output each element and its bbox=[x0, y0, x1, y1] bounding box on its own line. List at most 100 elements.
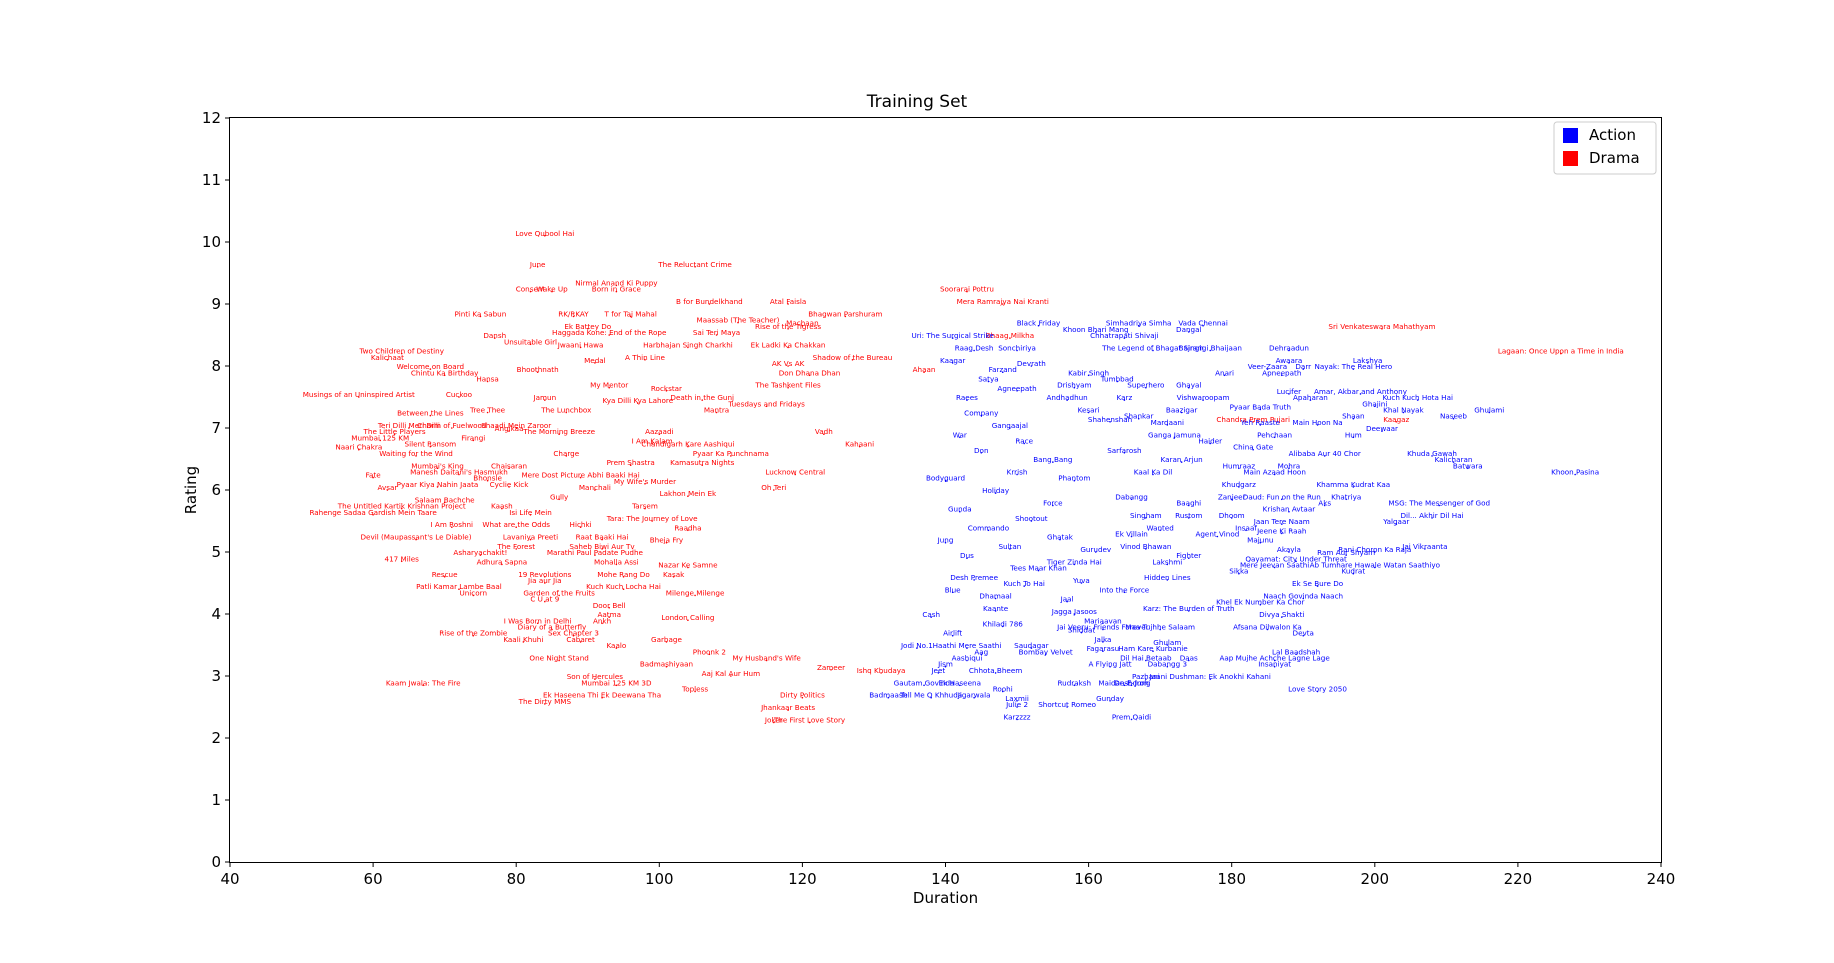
data-point-marker bbox=[1137, 417, 1140, 420]
data-point-label-drama: Machaan bbox=[786, 319, 818, 328]
data-point-label-action: Mardaani bbox=[1151, 418, 1184, 427]
data-point-label-action: Devrath bbox=[1017, 359, 1046, 368]
data-point-label-action: Lucifer bbox=[1277, 387, 1301, 396]
data-point-label-drama: London Calling bbox=[661, 613, 714, 622]
data-point-marker bbox=[808, 374, 811, 377]
data-point-marker bbox=[529, 514, 532, 516]
data-point-marker bbox=[1094, 331, 1097, 333]
data-point-marker bbox=[1309, 399, 1312, 401]
data-point-marker bbox=[1273, 665, 1276, 668]
data-point-marker bbox=[529, 343, 532, 346]
data-point-marker bbox=[1395, 523, 1398, 525]
data-point-marker bbox=[966, 647, 968, 649]
data-point-label-drama: Kaash bbox=[491, 502, 513, 511]
data-point-marker bbox=[794, 473, 797, 476]
data-point-label-drama: Zameer bbox=[817, 663, 845, 672]
data-point-marker bbox=[594, 678, 596, 680]
data-point-label-action: Gunda bbox=[948, 505, 972, 514]
data-point-label-drama: Pinti Ka Sabun bbox=[455, 309, 507, 318]
data-point-marker bbox=[529, 290, 532, 293]
data-point-marker bbox=[930, 696, 932, 699]
data-point-label-action: Khal Nayak bbox=[1383, 406, 1424, 415]
data-point-marker bbox=[644, 507, 646, 510]
data-point-marker bbox=[1030, 520, 1033, 522]
data-point-marker bbox=[601, 696, 603, 699]
data-point-label-action: Khoon Bhari Mang bbox=[1063, 325, 1129, 334]
data-point-marker bbox=[1102, 622, 1104, 625]
data-point-label-action: Main Hoon Na bbox=[1292, 418, 1342, 427]
data-point-label-drama: Fate bbox=[366, 471, 382, 480]
data-point-label-action: Mohra bbox=[1278, 461, 1301, 470]
data-point-marker bbox=[472, 439, 475, 442]
data-point-marker bbox=[1374, 551, 1376, 553]
data-point-label-action: Farzand bbox=[989, 365, 1017, 374]
data-point-marker bbox=[1488, 411, 1491, 414]
data-point-label-drama: Marathi Paul Padate Pudhe bbox=[547, 548, 644, 557]
data-point-marker bbox=[1431, 517, 1433, 519]
data-point-label-action: Anari bbox=[1215, 368, 1234, 377]
data-point-marker bbox=[1280, 374, 1283, 377]
data-point-marker bbox=[372, 514, 374, 516]
data-point-label-action: Khiladi 786 bbox=[983, 619, 1024, 628]
data-point-marker bbox=[486, 479, 489, 482]
data-point-label-action: Hidden Lines bbox=[1144, 573, 1191, 582]
x-tick-label: 120 bbox=[788, 870, 817, 888]
data-point-marker bbox=[1137, 324, 1140, 327]
data-point-label-drama: My Husband's Wife bbox=[732, 654, 801, 663]
data-point-marker bbox=[715, 411, 718, 414]
data-point-label-drama: Mohalla Assi bbox=[594, 557, 639, 566]
data-point-marker bbox=[536, 622, 539, 625]
data-point-marker bbox=[787, 328, 789, 330]
data-point-label-drama: Don Dhana Dhan bbox=[779, 368, 841, 377]
data-point-marker bbox=[558, 498, 560, 501]
data-point-label-drama: Hansa bbox=[476, 375, 499, 384]
data-point-label-action: Aashiqui bbox=[952, 654, 983, 663]
data-point-marker bbox=[1016, 706, 1018, 708]
data-point-label-drama: Bhagwan Parshuram bbox=[808, 309, 882, 318]
data-points: Love Qubool Hai June The Reluctant Crime Ni… bbox=[303, 229, 1624, 725]
data-point-label-action: Drishyam bbox=[1057, 381, 1091, 390]
data-point-marker bbox=[651, 520, 653, 522]
data-point-label-action: Raees bbox=[956, 393, 978, 402]
data-point-marker bbox=[665, 665, 668, 668]
data-point-marker bbox=[544, 582, 546, 584]
chart-title: Training Set bbox=[866, 92, 968, 112]
data-point-label-drama: Unsuitable Girl bbox=[504, 337, 557, 346]
data-point-marker bbox=[1374, 566, 1376, 569]
data-point-label-action: Khoon Pasina bbox=[1551, 468, 1599, 477]
data-point-marker bbox=[1288, 510, 1290, 513]
data-point-label-action: Kaal Ka Dil bbox=[1134, 468, 1172, 477]
data-point-label-drama: Mumbai 125 KM 3D bbox=[581, 678, 652, 687]
data-point-label-action: Satya bbox=[978, 375, 998, 384]
data-point-label-drama: I Am Kalam bbox=[632, 437, 673, 446]
data-point-marker bbox=[1001, 690, 1004, 693]
data-point-marker bbox=[966, 290, 968, 293]
data-point-marker bbox=[536, 266, 539, 268]
data-point-marker bbox=[787, 303, 789, 305]
data-point-label-drama: Ankh bbox=[593, 616, 611, 625]
data-point-label-drama: Harbhajan Singh Charkhi bbox=[643, 340, 733, 349]
data-point-label-action: Lakshya bbox=[1353, 356, 1383, 365]
data-point-label-drama: Ahaan bbox=[913, 365, 936, 374]
data-point-marker bbox=[579, 526, 582, 528]
y-tick-label: 1 bbox=[211, 791, 221, 809]
data-point-marker bbox=[1381, 430, 1383, 432]
data-point-marker bbox=[701, 464, 704, 467]
data-point-marker bbox=[1159, 529, 1161, 532]
data-point-marker bbox=[1202, 324, 1204, 327]
data-point-marker bbox=[1159, 628, 1161, 631]
data-point-label-drama: Manesh Daitani's Hasmukh bbox=[410, 468, 508, 477]
data-point-marker bbox=[522, 641, 525, 643]
data-point-marker bbox=[1030, 365, 1033, 367]
data-point-label-drama: Waiting for the Wind bbox=[379, 449, 453, 458]
data-point-marker bbox=[408, 427, 410, 429]
data-point-label-drama: Born in Grace bbox=[592, 285, 642, 294]
data-point-label-action: Sikka bbox=[1229, 567, 1248, 576]
data-point-marker bbox=[515, 427, 517, 429]
data-point-label-action: Into the Force bbox=[1100, 585, 1150, 594]
data-point-marker bbox=[987, 529, 990, 532]
data-point-label-drama: Lakhon Mein Ek bbox=[660, 489, 717, 498]
data-point-label-drama: Dansh bbox=[483, 331, 506, 340]
data-point-label-drama: Cuckoo bbox=[446, 390, 472, 399]
data-point-label-action: Dhoom bbox=[1219, 511, 1245, 520]
